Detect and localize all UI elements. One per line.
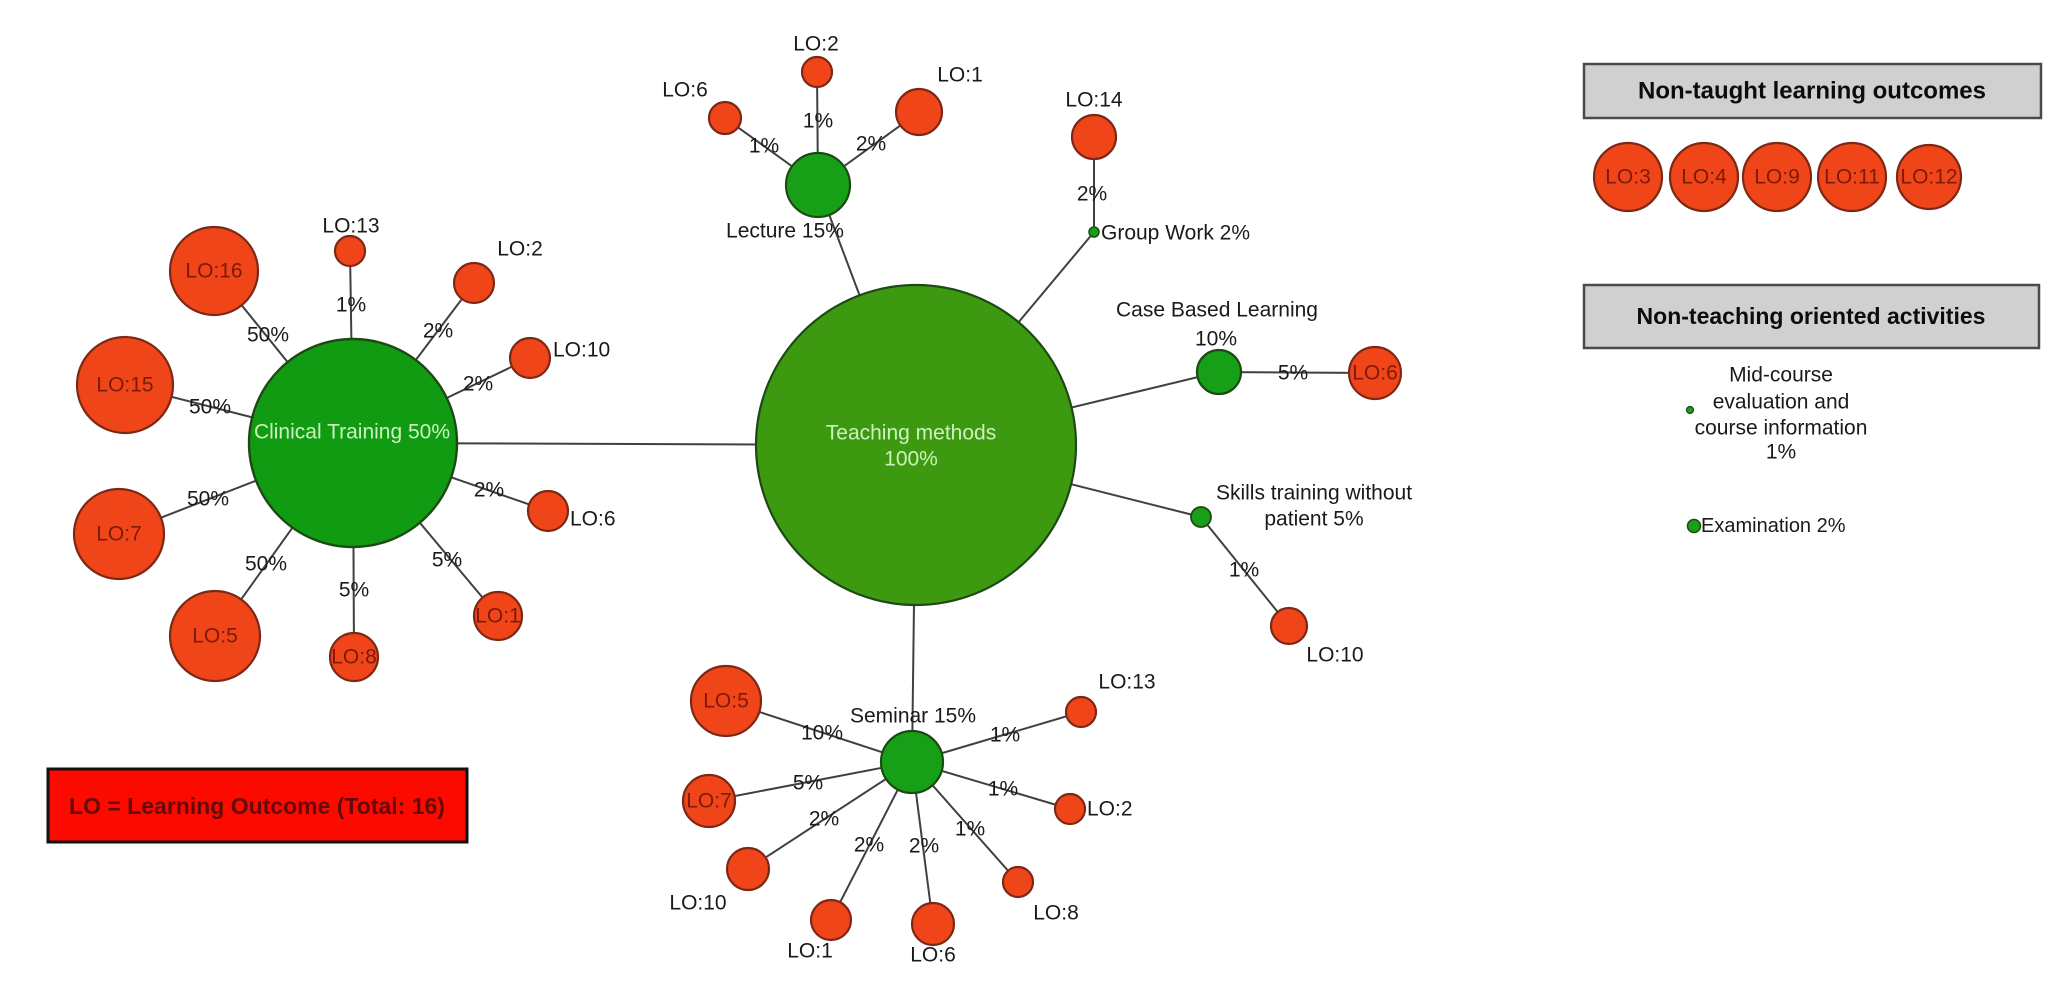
svg-text:LO:10: LO:10: [553, 339, 610, 362]
svg-text:2%: 2%: [854, 834, 884, 857]
svg-text:2%: 2%: [423, 320, 453, 343]
svg-text:Case Based Learning: Case Based Learning: [1116, 299, 1318, 322]
svg-text:1%: 1%: [1766, 441, 1796, 464]
svg-text:LO:8: LO:8: [1033, 902, 1079, 925]
svg-text:1%: 1%: [1229, 559, 1259, 582]
svg-text:LO:6: LO:6: [570, 508, 616, 531]
svg-text:10%: 10%: [801, 722, 843, 745]
svg-text:LO:7: LO:7: [686, 790, 732, 813]
svg-text:LO:4: LO:4: [1681, 166, 1727, 189]
svg-text:Examination 2%: Examination 2%: [1701, 515, 1846, 537]
svg-text:1%: 1%: [990, 724, 1020, 747]
svg-text:2%: 2%: [856, 133, 886, 156]
svg-text:50%: 50%: [187, 488, 229, 511]
svg-text:1%: 1%: [336, 294, 366, 317]
svg-text:50%: 50%: [247, 324, 289, 347]
svg-text:5%: 5%: [432, 549, 462, 572]
svg-text:LO:9: LO:9: [1754, 166, 1800, 189]
svg-text:100%: 100%: [884, 448, 938, 471]
svg-text:1%: 1%: [749, 135, 779, 158]
svg-text:5%: 5%: [1278, 362, 1308, 385]
svg-text:1%: 1%: [988, 778, 1018, 801]
svg-text:LO:11: LO:11: [1824, 166, 1880, 189]
svg-text:LO:1: LO:1: [475, 605, 521, 628]
svg-text:LO:2: LO:2: [497, 238, 543, 261]
svg-text:LO:2: LO:2: [1087, 798, 1133, 821]
svg-text:50%: 50%: [189, 396, 231, 419]
svg-text:LO:3: LO:3: [1605, 166, 1651, 189]
svg-text:LO:10: LO:10: [669, 892, 726, 915]
svg-text:LO:16: LO:16: [185, 260, 242, 283]
svg-text:Teaching methods: Teaching methods: [826, 422, 996, 445]
svg-text:Clinical Training 50%: Clinical Training 50%: [254, 421, 450, 444]
svg-text:Seminar 15%: Seminar 15%: [850, 705, 976, 728]
svg-text:LO:2: LO:2: [793, 33, 839, 56]
svg-text:10%: 10%: [1195, 328, 1237, 351]
svg-text:1%: 1%: [955, 818, 985, 841]
svg-text:LO:12: LO:12: [1900, 166, 1957, 189]
svg-text:LO:13: LO:13: [1098, 671, 1155, 694]
svg-text:evaluation and: evaluation and: [1713, 391, 1850, 414]
svg-text:1%: 1%: [803, 110, 833, 133]
svg-text:Mid-course: Mid-course: [1729, 364, 1833, 387]
svg-text:LO:10: LO:10: [1306, 644, 1363, 667]
svg-text:LO:5: LO:5: [192, 625, 238, 648]
svg-text:5%: 5%: [339, 579, 369, 602]
svg-text:2%: 2%: [909, 835, 939, 858]
svg-text:LO:1: LO:1: [937, 64, 983, 87]
svg-text:LO:14: LO:14: [1065, 89, 1123, 112]
svg-text:LO:6: LO:6: [662, 79, 708, 102]
svg-text:LO:13: LO:13: [322, 215, 379, 238]
svg-text:2%: 2%: [1077, 183, 1107, 206]
svg-text:LO:1: LO:1: [787, 940, 833, 963]
svg-text:patient 5%: patient 5%: [1264, 508, 1363, 531]
svg-text:LO = Learning Outcome (Total:: LO = Learning Outcome (Total: 16): [69, 793, 445, 819]
svg-text:50%: 50%: [245, 553, 287, 576]
svg-text:Lecture 15%: Lecture 15%: [726, 220, 844, 243]
svg-text:LO:6: LO:6: [910, 944, 956, 967]
svg-text:2%: 2%: [474, 479, 504, 502]
svg-text:Non-taught learning outcomes: Non-taught learning outcomes: [1638, 78, 1986, 105]
svg-text:LO:15: LO:15: [96, 374, 153, 397]
svg-text:LO:6: LO:6: [1352, 362, 1398, 385]
svg-text:course information: course information: [1695, 417, 1868, 440]
svg-text:LO:7: LO:7: [96, 523, 142, 546]
svg-text:LO:8: LO:8: [331, 646, 377, 669]
svg-text:2%: 2%: [809, 808, 839, 831]
svg-text:Skills training without: Skills training without: [1216, 482, 1412, 505]
svg-text:LO:5: LO:5: [703, 690, 749, 713]
svg-text:2%: 2%: [463, 373, 493, 396]
svg-text:5%: 5%: [793, 772, 823, 795]
svg-text:Non-teaching oriented activiti: Non-teaching oriented activities: [1637, 303, 1986, 329]
svg-text:Group Work 2%: Group Work 2%: [1101, 222, 1250, 245]
